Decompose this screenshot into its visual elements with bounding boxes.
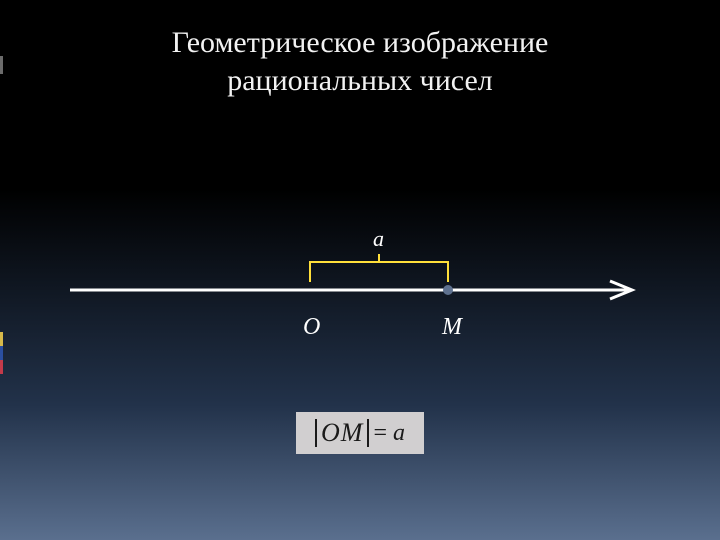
accent-mark	[0, 360, 3, 374]
slide-title: Геометрическое изображение рациональных …	[0, 24, 720, 99]
number-line-diagram: a O M	[70, 218, 650, 338]
slide: Геометрическое изображение рациональных …	[0, 0, 720, 540]
label-a: a	[373, 226, 384, 252]
label-point-m: M	[442, 314, 462, 341]
formula-rhs: a	[391, 420, 405, 447]
accent-mark	[0, 56, 3, 74]
title-line-1: Геометрическое изображение	[0, 24, 720, 62]
formula-om: OM	[317, 418, 367, 448]
point-m-marker	[443, 285, 453, 295]
formula-equals: =	[369, 420, 391, 447]
number-line-svg	[70, 218, 650, 338]
formula-box: OM = a	[296, 412, 424, 454]
accent-mark	[0, 332, 3, 346]
accent-mark	[0, 346, 3, 360]
segment-bracket	[310, 262, 448, 282]
label-origin: O	[303, 314, 320, 341]
title-line-2: рациональных чисел	[0, 62, 720, 100]
